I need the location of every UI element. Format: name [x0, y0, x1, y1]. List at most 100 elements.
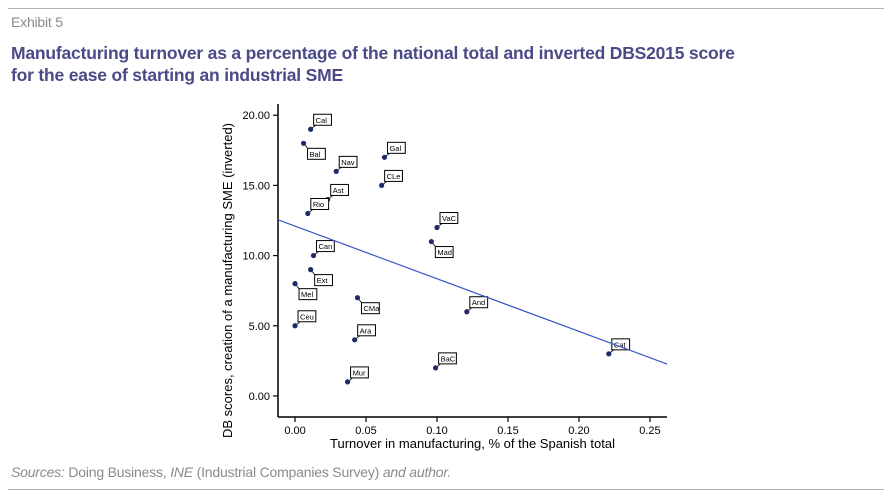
data-point-group: Gal — [381, 141, 406, 160]
data-point-group: Can — [310, 240, 335, 259]
point-label: Ara — [360, 326, 373, 335]
y-axis-title: DB scores, creation of a manufacturing S… — [220, 123, 235, 438]
point-label-box — [310, 197, 330, 210]
exhibit-number: Exhibit 5 — [11, 14, 63, 30]
sources-ine: INE — [170, 464, 193, 480]
data-point — [308, 267, 314, 273]
data-point — [344, 379, 351, 385]
y-tick-label: 0.00 — [249, 391, 270, 403]
point-label-box — [357, 324, 376, 337]
data-point-group: Rio — [305, 197, 330, 217]
chart-title-line-2: for the ease of starting an industrial S… — [11, 65, 343, 85]
point-label: Gal — [389, 144, 401, 153]
point-label: Nav — [341, 158, 355, 167]
data-point — [354, 295, 361, 301]
point-label-box — [386, 141, 406, 154]
data-point-group: Mur — [344, 366, 369, 385]
data-point-group: CMa — [354, 295, 381, 315]
x-tick-label: 0.25 — [639, 425, 660, 437]
point-label: Can — [318, 242, 332, 251]
data-point-group: Cat — [606, 338, 631, 357]
data-point — [292, 323, 298, 329]
data-point-group: Cal — [308, 113, 332, 132]
data-point-group: Bal — [300, 140, 326, 160]
data-point — [381, 154, 388, 160]
sources-text-2: (Industrial Companies Survey) — [192, 464, 383, 480]
point-label: Mad — [437, 248, 452, 257]
point-label: VaC — [442, 214, 457, 223]
point-label-box — [350, 366, 369, 379]
x-axis-title: Turnover in manufacturing, % of the Span… — [330, 436, 615, 451]
data-point-group: Mad — [428, 238, 454, 259]
data-point — [434, 224, 440, 231]
data-points: Cal Bal Gal Nav CLe Ast Rio VaC Mad Can Ext Mel CMa A… — [292, 113, 631, 385]
data-point — [432, 365, 439, 371]
point-label-box — [438, 352, 457, 365]
point-label-box — [611, 338, 631, 351]
data-point — [305, 210, 311, 217]
data-point — [310, 252, 317, 259]
point-label: Ast — [333, 186, 345, 195]
point-label: Mur — [353, 368, 366, 377]
regression-fit-line — [277, 219, 668, 365]
y-tick-label: 5.00 — [249, 321, 270, 333]
point-label-box — [313, 113, 332, 126]
data-point-group: Mel — [292, 281, 318, 301]
chart-title-line-1: Manufacturing turnover as a percentage o… — [11, 43, 735, 63]
data-point-group: BaC — [432, 352, 457, 371]
point-label: Ceu — [300, 312, 314, 321]
chart-title: Manufacturing turnover as a percentage o… — [11, 42, 735, 86]
point-label: And — [472, 298, 485, 307]
data-point — [379, 182, 385, 189]
point-label-box — [469, 296, 489, 309]
data-point-group: Ceu — [292, 310, 317, 329]
y-tick-label: 15.00 — [242, 180, 270, 192]
sources-label: Sources: — [11, 464, 65, 480]
x-tick-label: 0.15 — [497, 425, 518, 437]
data-point — [606, 351, 612, 357]
point-label-box — [315, 240, 335, 253]
x-tick-label: 0.00 — [284, 425, 305, 437]
point-label-box — [439, 212, 459, 225]
y-tick-label: 10.00 — [242, 251, 270, 263]
point-label: BaC — [441, 354, 456, 363]
data-point-group: VaC — [434, 212, 459, 231]
point-label: CLe — [387, 172, 401, 181]
y-tick-label: 20.00 — [242, 110, 270, 122]
data-point — [308, 126, 314, 132]
data-point-group: And — [464, 296, 489, 315]
point-label-box — [307, 147, 326, 160]
point-label: Rio — [313, 200, 324, 209]
point-label-box — [297, 310, 317, 323]
data-point-group: CLe — [379, 169, 403, 189]
data-point-group: Ara — [352, 324, 376, 343]
x-tick-label: 0.10 — [426, 425, 447, 437]
data-point — [300, 140, 307, 146]
data-point — [464, 309, 470, 315]
point-label: CMa — [364, 304, 381, 313]
data-point-group: Ext — [308, 267, 333, 287]
axes: 0.00 5.00 10.00 15.00 20.00 0.00 0.05 0.10 0.15… — [242, 104, 667, 437]
y-ticks: 0.00 5.00 10.00 15.00 20.00 — [242, 110, 278, 403]
top-rule — [8, 8, 884, 9]
point-label: Mel — [301, 290, 313, 299]
point-label-box — [298, 288, 318, 301]
point-label: Ext — [317, 276, 329, 285]
point-label: Cal — [316, 116, 328, 125]
x-ticks: 0.00 0.05 0.10 0.15 0.20 0.25 — [284, 417, 661, 437]
point-label-box — [338, 155, 358, 168]
sources-text-3: and author. — [382, 464, 451, 480]
data-point — [292, 281, 298, 287]
data-point — [333, 168, 339, 174]
point-label-box — [434, 246, 454, 259]
point-label: Cat — [614, 340, 627, 349]
point-label: Bal — [310, 150, 321, 159]
point-label-box — [361, 302, 380, 315]
point-label-box — [330, 183, 349, 196]
sources-note: Sources: Doing Business, INE (Industrial… — [11, 464, 451, 480]
data-point — [428, 238, 434, 245]
x-tick-label: 0.05 — [355, 425, 376, 437]
point-label-box — [314, 274, 333, 287]
data-point — [352, 337, 358, 343]
